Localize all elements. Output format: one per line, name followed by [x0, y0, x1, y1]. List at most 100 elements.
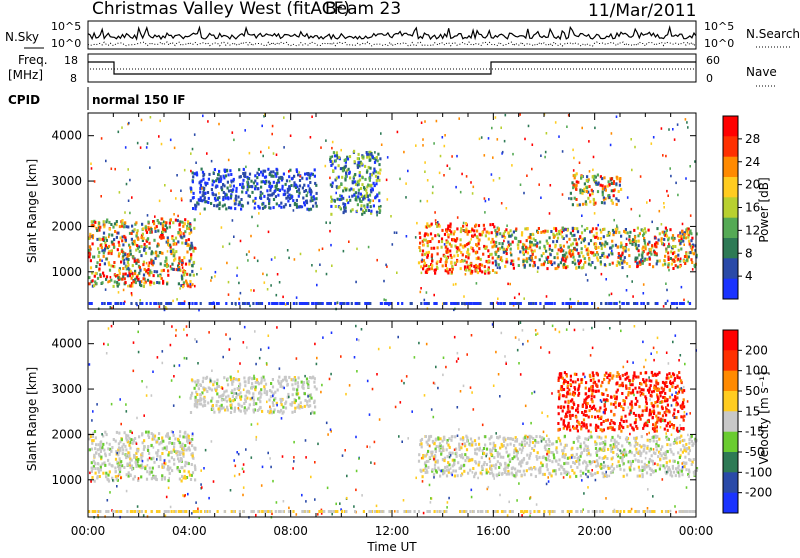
data-cell	[501, 202, 503, 205]
data-cell	[260, 191, 262, 194]
data-cell	[114, 280, 116, 283]
data-cell	[181, 302, 183, 305]
data-cell	[477, 271, 479, 274]
data-cell	[565, 266, 567, 269]
data-cell	[342, 189, 344, 192]
data-cell	[444, 302, 446, 305]
data-cell	[564, 435, 566, 438]
data-cell	[104, 302, 106, 305]
data-cell	[636, 391, 638, 394]
data-cell	[231, 181, 233, 184]
data-cell	[511, 302, 513, 305]
data-cell	[131, 238, 133, 241]
data-cell	[194, 133, 196, 136]
data-cell	[505, 447, 507, 450]
data-cell	[550, 253, 552, 256]
data-cell	[298, 397, 300, 400]
data-cell	[577, 457, 579, 460]
data-cell	[685, 177, 687, 180]
data-cell	[597, 246, 599, 249]
data-cell	[120, 261, 122, 264]
data-cell	[277, 410, 279, 413]
data-cell	[378, 199, 380, 202]
data-cell	[690, 232, 692, 235]
data-cell	[403, 151, 405, 154]
data-cell	[253, 402, 255, 405]
data-cell	[230, 195, 232, 198]
data-cell	[345, 165, 347, 168]
data-cell	[464, 245, 466, 248]
data-cell	[247, 202, 249, 205]
data-cell	[595, 227, 597, 230]
data-cell	[168, 479, 170, 482]
data-cell	[555, 121, 557, 124]
data-cell	[552, 240, 554, 243]
data-cell	[608, 254, 610, 257]
data-cell	[133, 240, 135, 243]
data-cell	[182, 285, 184, 288]
data-cell	[513, 231, 515, 234]
data-cell	[609, 247, 611, 250]
data-cell	[159, 458, 161, 461]
data-cell	[662, 264, 664, 267]
data-cell	[254, 257, 256, 260]
data-cell	[643, 292, 645, 295]
data-cell	[540, 231, 542, 234]
data-cell	[189, 280, 191, 283]
data-cell	[226, 406, 228, 409]
data-cell	[464, 442, 466, 445]
data-cell	[225, 197, 227, 200]
data-cell	[156, 245, 158, 248]
data-cell	[431, 223, 433, 226]
data-cell	[492, 238, 494, 241]
data-cell	[670, 257, 672, 260]
data-cell	[183, 281, 185, 284]
data-cell	[596, 460, 598, 463]
data-cell	[314, 175, 316, 178]
data-cell	[225, 396, 227, 399]
data-cell	[134, 243, 136, 246]
data-cell	[634, 236, 636, 239]
data-cell	[520, 302, 522, 305]
data-cell	[192, 471, 194, 474]
data-cell	[292, 379, 294, 382]
data-cell	[625, 454, 627, 457]
data-cell	[493, 179, 495, 182]
data-cell	[258, 212, 260, 215]
data-cell	[445, 264, 447, 267]
data-cell	[690, 239, 692, 242]
nsearch-tick-bottom: 10^0	[704, 37, 734, 50]
data-cell	[339, 198, 341, 201]
data-cell	[585, 203, 587, 206]
data-cell	[196, 273, 198, 276]
power-colorbar-label: Power [dB]	[757, 177, 771, 242]
data-cell	[465, 269, 467, 272]
data-cell	[279, 189, 281, 192]
data-cell	[576, 248, 578, 251]
data-cell	[95, 443, 97, 446]
data-cell	[591, 192, 593, 195]
data-cell	[578, 436, 580, 439]
data-cell	[613, 302, 615, 305]
data-cell	[313, 401, 315, 404]
data-cell	[239, 183, 241, 186]
data-cell	[633, 229, 635, 232]
data-cell	[181, 275, 183, 278]
data-cell	[332, 141, 334, 144]
data-cell	[141, 119, 143, 122]
data-cell	[466, 251, 468, 254]
data-cell	[385, 299, 387, 302]
data-cell	[332, 169, 334, 172]
data-cell	[223, 184, 225, 187]
data-cell	[146, 262, 148, 265]
data-cell	[487, 268, 489, 271]
data-cell	[570, 255, 572, 258]
data-cell	[241, 191, 243, 194]
data-cell	[542, 230, 544, 233]
data-cell	[237, 196, 239, 199]
data-cell	[243, 377, 245, 380]
data-cell	[686, 230, 688, 233]
data-cell	[202, 380, 204, 383]
data-cell	[185, 477, 187, 480]
data-cell	[547, 468, 549, 471]
